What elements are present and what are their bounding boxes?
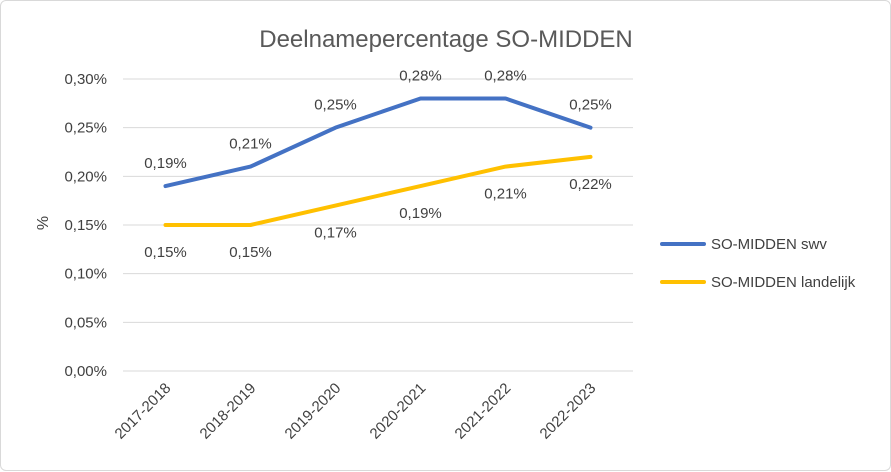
data-label: 0,28%: [484, 67, 527, 84]
y-tick-label: 0,15%: [64, 217, 107, 234]
legend: SO-MIDDEN swv SO-MIDDEN landelijk: [660, 236, 856, 291]
series-lines: [163, 96, 593, 227]
legend-entry: SO-MIDDEN landelijk: [711, 274, 856, 291]
y-axis-ticks: 0,00% 0,05% 0,10% 0,15% 0,20% 0,25% 0,30%: [64, 71, 107, 380]
data-label: 0,17%: [314, 225, 357, 242]
data-label: 0,25%: [569, 97, 612, 114]
y-tick-label: 0,05%: [64, 314, 107, 331]
x-tick-label: 2020-2021: [367, 380, 430, 443]
x-tick-label: 2022-2023: [537, 380, 600, 443]
y-axis-label: %: [35, 216, 52, 230]
y-tick-label: 0,20%: [64, 168, 107, 185]
data-label: 0,22%: [569, 176, 612, 193]
legend-entry: SO-MIDDEN swv: [711, 236, 827, 253]
series-line: [163, 96, 593, 189]
data-label: 0,25%: [314, 97, 357, 114]
x-tick-label: 2019-2020: [282, 380, 345, 443]
data-label: 0,28%: [399, 67, 442, 84]
y-tick-label: 0,10%: [64, 266, 107, 283]
data-label: 0,15%: [229, 244, 272, 261]
data-labels: 0,19% 0,21% 0,25% 0,28% 0,28% 0,25% 0,15% 0,15%…: [144, 67, 612, 261]
data-label: 0,21%: [229, 136, 272, 153]
x-axis-ticks: 2017-2018 2018-2019 2019-2020 2020-2021 2021…: [112, 380, 600, 443]
data-label: 0,21%: [484, 186, 527, 203]
x-tick-label: 2021-2022: [452, 380, 515, 443]
y-tick-label: 0,25%: [64, 120, 107, 137]
x-tick-label: 2018-2019: [197, 380, 260, 443]
series-line: [163, 154, 593, 227]
y-tick-label: 0,00%: [64, 363, 107, 380]
data-label: 0,19%: [144, 155, 187, 172]
data-label: 0,15%: [144, 244, 187, 261]
y-tick-label: 0,30%: [64, 71, 107, 88]
data-label: 0,19%: [399, 205, 442, 222]
chart-title: Deelnamepercentage SO-MIDDEN: [259, 26, 633, 53]
x-tick-label: 2017-2018: [112, 380, 175, 443]
